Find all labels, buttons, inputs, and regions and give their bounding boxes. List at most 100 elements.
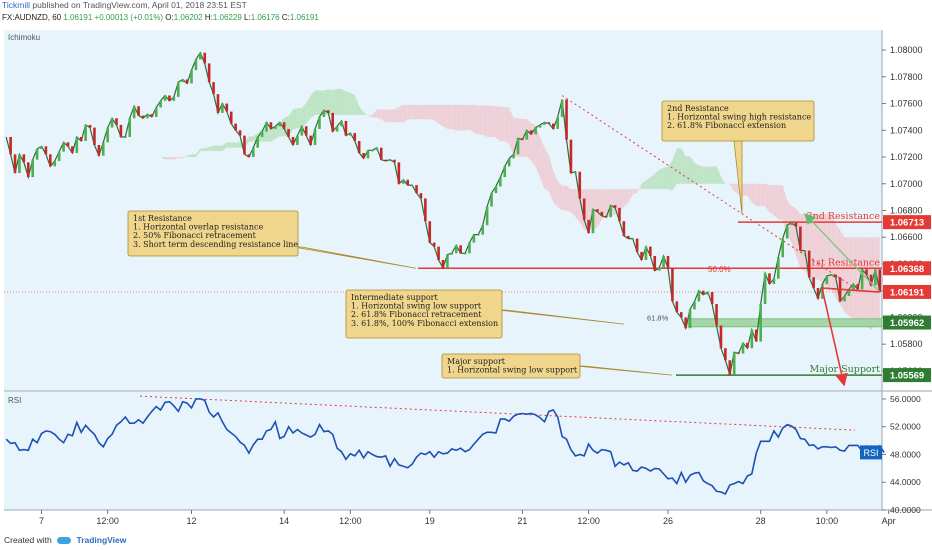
cloud-segment [443,104,448,129]
cloud-segment [367,114,373,118]
cloud-segment [429,104,435,121]
high-value: 1.06229 [212,13,242,22]
price-candle [335,126,339,132]
cloud-segment [182,155,188,159]
cloud-segment [270,126,276,142]
annotation-line: 3. 61.8%, 100% Fibonacci extension [351,319,498,328]
cloud-segment [725,183,730,185]
cloud-segment [217,145,223,152]
price-candle [57,151,61,162]
last-price: 1.06191 [63,13,93,22]
price-candle [635,238,639,252]
price-candle [732,352,736,375]
price-candle [362,153,365,159]
price-candle [772,278,776,285]
cloud-segment [729,183,735,192]
price-candle [300,126,304,136]
cloud-segment [173,157,179,160]
price-candle [234,123,237,131]
price-candle [318,116,321,129]
price-candle [569,139,573,174]
price-candle [150,114,154,117]
price-candle [71,146,74,154]
price-candle [856,284,860,290]
level-label: 1st Resistance [810,257,880,268]
cloud-segment [641,180,646,190]
price-candle [627,235,630,239]
price-candle [799,226,802,251]
author-link[interactable]: Tickmill [2,0,31,10]
time-tick-label: 19 [425,516,435,526]
cloud-segment [434,104,439,124]
cloud-segment [694,162,699,184]
price-candle [132,106,136,119]
price-candle [247,154,251,158]
cloud-segment [866,237,871,331]
price-candle [410,185,414,187]
annotation-line: 1. Horizontal swing low support [351,302,482,311]
time-tick-label: 26 [663,516,673,526]
price-candle [476,234,480,236]
price-candle [790,222,793,226]
annotation-line: Intermediate support [351,293,438,302]
cloud-segment [848,237,854,320]
price-candle [710,292,714,305]
annotation-line: 1. Horizontal swing low support [447,366,578,375]
cloud-segment [747,183,752,203]
annotation-box [127,210,299,257]
annotation-line: 1. Horizontal swing high resistance [667,113,811,122]
price-candle [874,269,877,286]
price-candle [379,147,383,160]
price-candle [728,360,732,375]
cloud-segment [632,189,638,195]
cloud-segment [760,183,766,207]
price-candle [485,206,489,226]
price-candle [737,352,740,354]
price-candle [49,154,52,167]
cloud-segment [420,104,426,120]
cloud-segment [765,183,770,213]
price-candle [741,342,745,354]
price-candle [715,304,718,326]
price-candle [878,269,882,293]
cloud-segment [359,106,364,115]
price-candle [331,112,334,132]
cloud-segment [169,157,174,160]
cloud-segment [301,103,307,129]
price-candle [529,130,533,135]
cloud-segment [663,166,669,190]
tradingview-brand[interactable]: TradingView [76,535,127,545]
level-label: Major Support [810,364,881,375]
price-candle [463,253,467,255]
open-label: O: [165,13,174,22]
cloud-segment [650,173,655,190]
price-candle [375,147,379,151]
price-candle [768,273,771,285]
cloud-segment [685,156,691,184]
price-candle [622,221,626,236]
annotation-box [441,353,581,379]
cloud-segment [354,94,360,115]
cloud-segment [844,237,849,316]
price-candle [256,136,259,148]
price-candle [154,107,158,117]
cloud-segment [341,88,346,115]
price-tick-label: 1.06800 [890,206,923,216]
rsi-tick-label: 56.0000 [890,394,921,404]
price-candle [706,292,710,295]
price-candle [221,103,224,113]
cloud-segment [191,154,196,158]
price-candle [168,95,171,101]
cloud-segment [500,106,505,142]
cloud-segment [407,104,413,120]
price-candle [110,118,114,128]
cloud-segment [769,185,774,216]
price-candle [269,122,273,129]
cloud-segment [473,104,479,135]
price-candle [777,257,780,279]
cloud-segment [826,213,832,289]
rsi-tick-label: 44.0000 [890,477,921,487]
cloud-segment [363,112,368,116]
